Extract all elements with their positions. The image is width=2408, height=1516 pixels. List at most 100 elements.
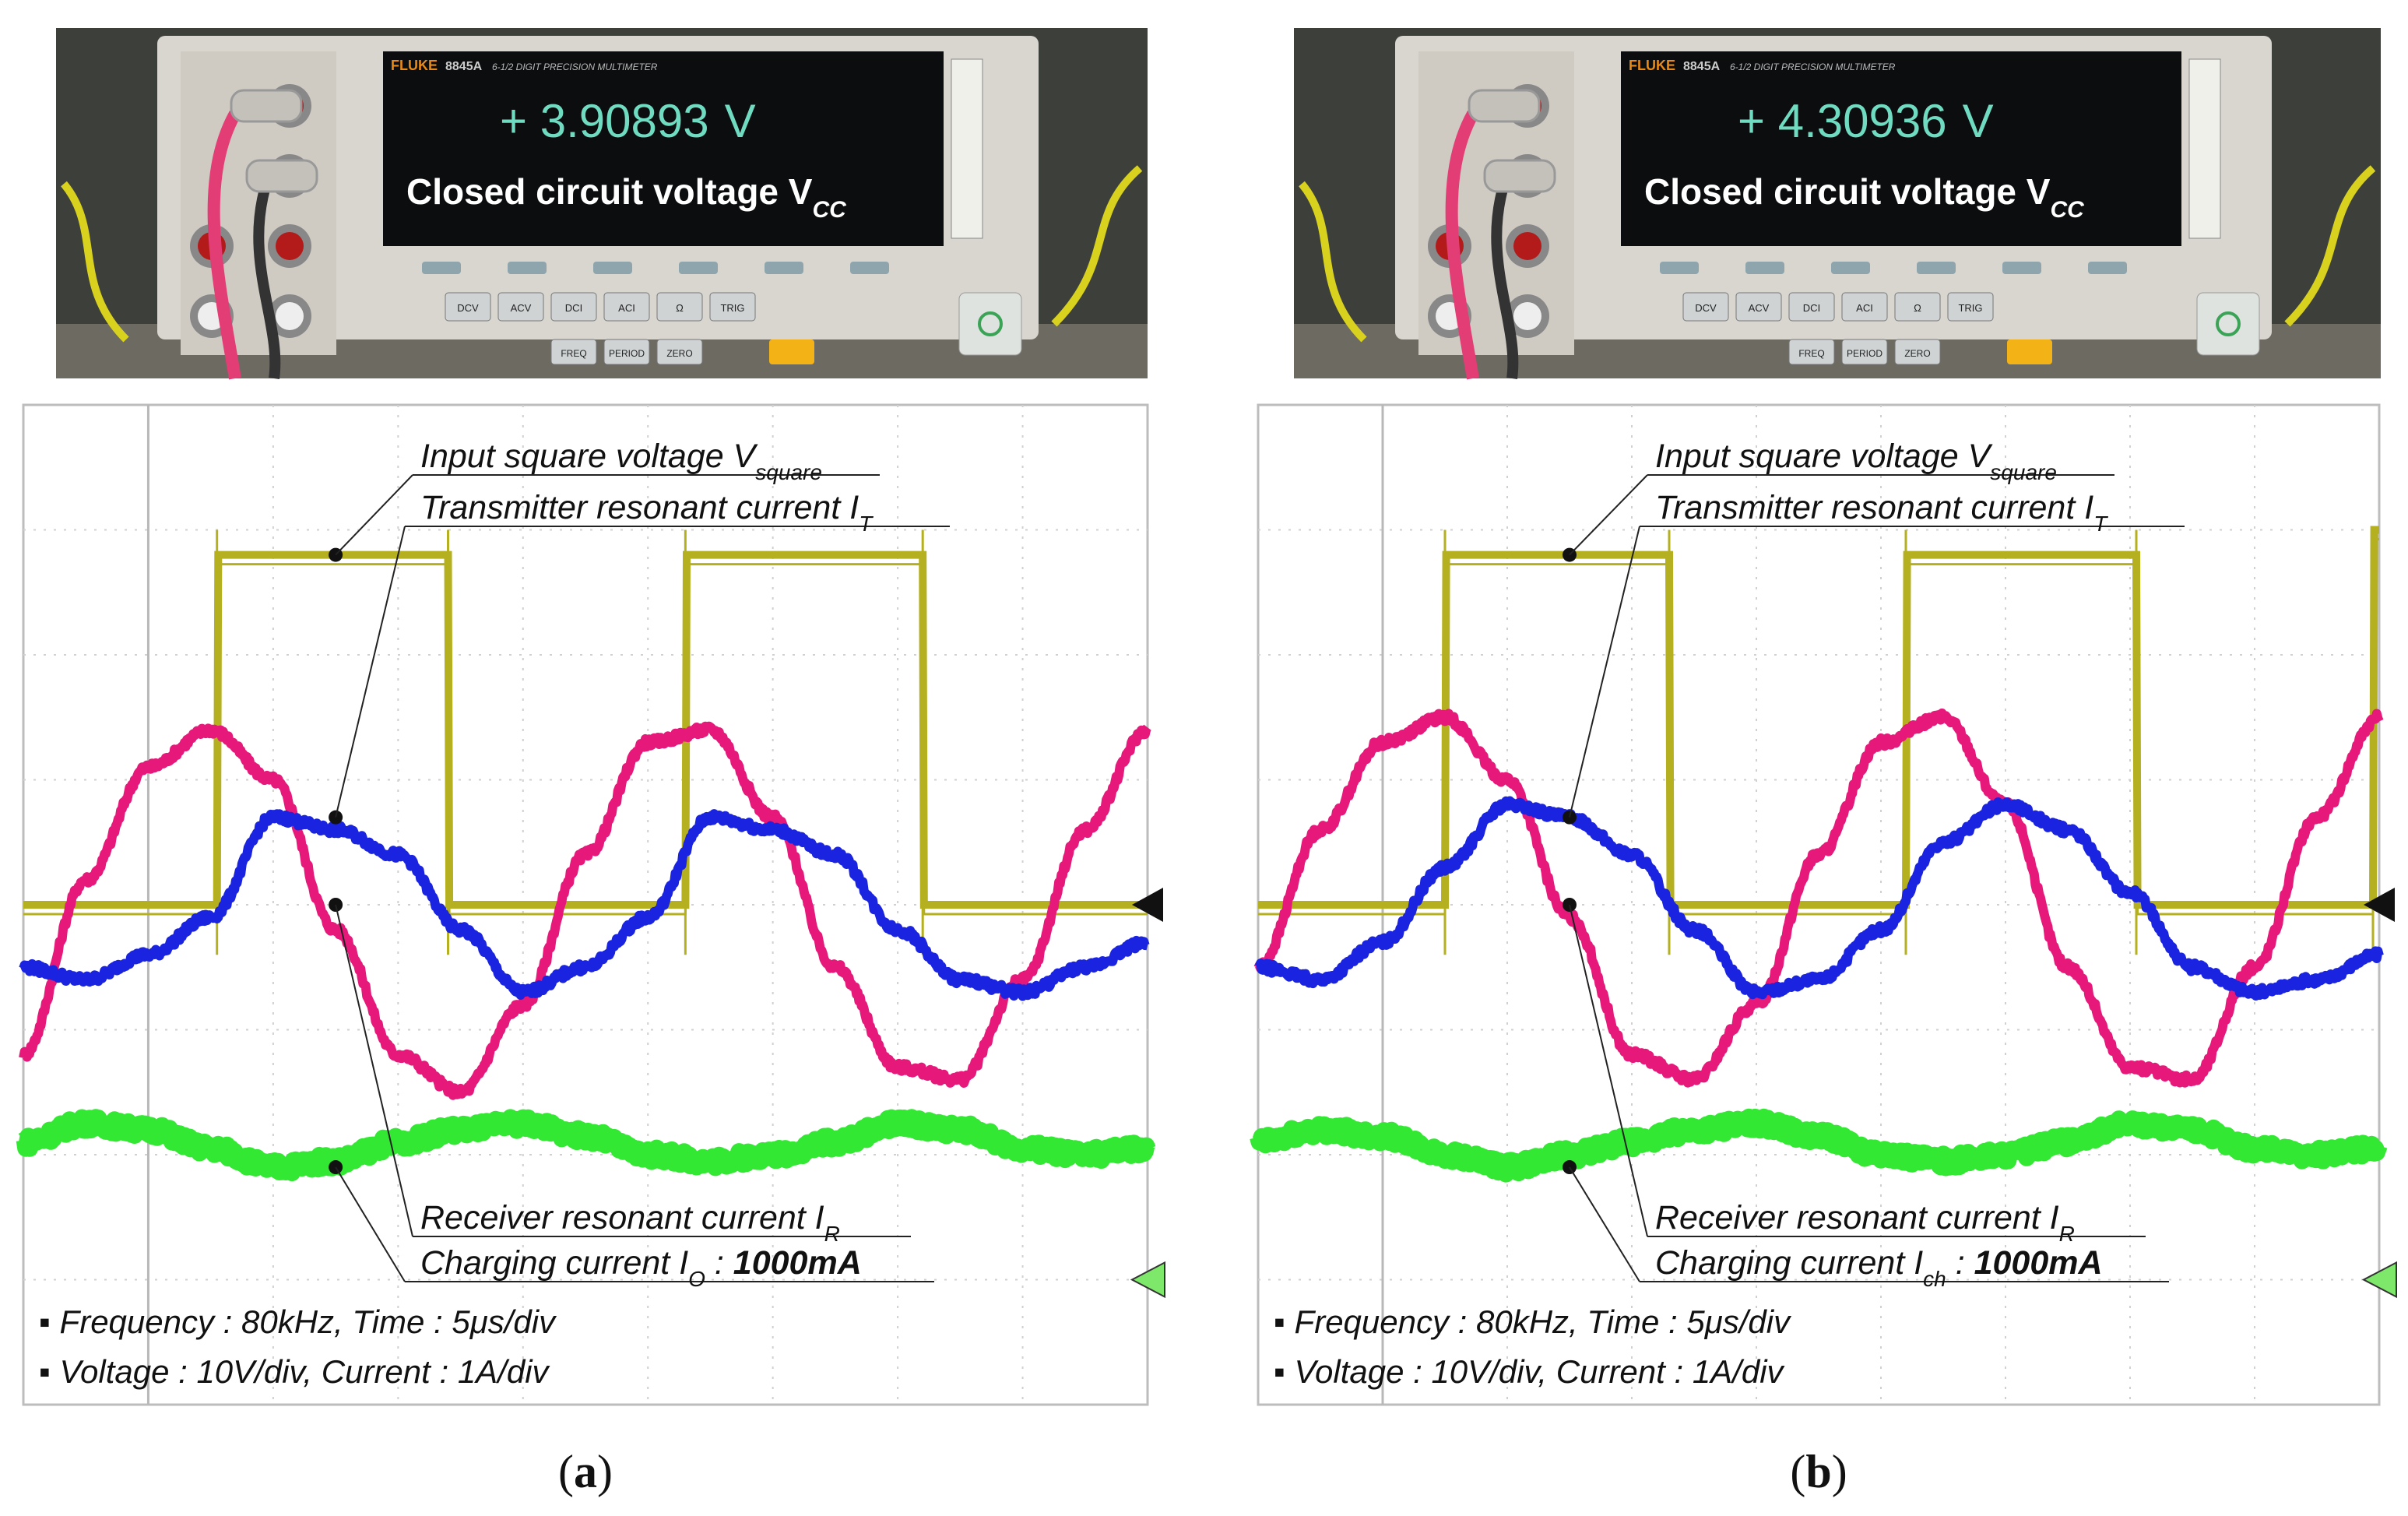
- leader-receiver: [1569, 904, 1648, 1237]
- ch4-level-marker: [2361, 1261, 2397, 1299]
- softkey-1: [1745, 262, 1784, 274]
- calibration-label: [951, 58, 983, 239]
- yellow-cable-right: [2284, 165, 2376, 327]
- leader-charging: [335, 1166, 406, 1282]
- red-test-lead: [207, 111, 241, 380]
- label-charging-current: Charging current Ich : 1000mA: [1655, 1244, 2103, 1291]
- leader-square: [1569, 474, 1648, 556]
- plot-note-1: ▪ Voltage : 10V/div, Current : 1A/div: [39, 1353, 551, 1390]
- meter-button-bottom-label-1: PERIOD: [1847, 348, 1882, 359]
- panel-a: FLUKE 8845A 6-1/2 DIGIT PRECISION MULTIMET…: [16, 28, 1165, 1497]
- softkey-2: [1831, 262, 1870, 274]
- trace-receiver-current: [1254, 796, 2384, 1001]
- softkey-3: [1917, 262, 1956, 274]
- meter-button-top-label-5: TRIG: [1958, 302, 1982, 314]
- meter-button-top-label-1: ACV: [511, 302, 532, 314]
- probe-plug-black: [245, 159, 318, 193]
- model-label: 8845A: [445, 60, 483, 73]
- meter-button-top-1: [1735, 292, 1782, 322]
- meter-button-bottom-2: [656, 339, 703, 365]
- yellow-cable: [1299, 181, 1367, 343]
- reading-sign: +: [1738, 95, 1778, 147]
- label-transmitter-current-sub: T: [859, 512, 874, 536]
- meter-reading: + 4.30936 V: [1738, 95, 1994, 147]
- model-description: 6-1/2 DIGIT PRECISION MULTIMETER: [1730, 62, 1896, 72]
- label-charging-current: Charging current IO : 1000mA: [420, 1244, 862, 1291]
- meter-button-top-label-3: ACI: [618, 302, 635, 314]
- meter-button-bottom-1: [603, 339, 650, 365]
- meter-reading: + 3.90893 V: [500, 95, 756, 147]
- label-transmitter-current: Transmitter resonant current IT: [1655, 489, 2108, 536]
- power-icon: [2216, 311, 2241, 336]
- reading-unit: V: [1963, 95, 1994, 147]
- probe-plug-black: [1483, 159, 1556, 193]
- caption-letter: a: [574, 1446, 597, 1497]
- label-receiver-current-sub: R: [2059, 1222, 2075, 1246]
- caption-open: (: [1790, 1446, 1805, 1497]
- label-receiver-current-sub: R: [824, 1222, 840, 1246]
- model-description: 6-1/2 DIGIT PRECISION MULTIMETER: [492, 62, 658, 72]
- meter-button-bottom-label-2: ZERO: [1904, 348, 1930, 359]
- yellow-cable-right: [1051, 165, 1143, 327]
- label-charging-current-sub: O: [688, 1267, 705, 1291]
- label-charging-current-value: 1000mA: [733, 1244, 862, 1282]
- trace-receiver-current: [19, 809, 1151, 1001]
- reading-sign: +: [500, 95, 540, 147]
- softkey-2: [593, 262, 632, 274]
- black-test-lead: [253, 181, 281, 379]
- meter-button-bottom-label-0: FREQ: [1798, 348, 1824, 359]
- model-label: 8845A: [1683, 60, 1721, 73]
- annotations: Input square voltage Vsquare Transmitter …: [1563, 438, 2185, 1291]
- ch4-level-marker: [1130, 1261, 1165, 1299]
- trace-transmitter-current: [19, 721, 1151, 1100]
- label-square-voltage: Input square voltage Vsquare: [1655, 438, 2057, 484]
- display-panel: [383, 51, 944, 246]
- meter-button-bottom-label-2: ZERO: [666, 348, 692, 359]
- meter-button-top-2: [550, 292, 597, 322]
- meter-button-top-label-4: Ω: [676, 302, 684, 314]
- panel-caption: (b): [1790, 1446, 1847, 1497]
- terminal-jack-core-2: [1513, 232, 1541, 260]
- meter-button-top-1: [497, 292, 544, 322]
- label-square-voltage-main: Input square voltage V: [420, 438, 759, 475]
- panel-b-svg: FLUKE 8845A 6-1/2 DIGIT PRECISION MULTIMET…: [1250, 28, 2397, 1497]
- reading-value: 3.90893: [540, 95, 709, 147]
- meter-button-top-3: [1841, 292, 1888, 322]
- meter-button-top-0: [445, 292, 491, 322]
- panel-b: FLUKE 8845A 6-1/2 DIGIT PRECISION MULTIMET…: [1204, 0, 2407, 1516]
- meter-button-top-4: [1894, 292, 1941, 322]
- label-transmitter-current-sub: T: [2093, 512, 2108, 536]
- caption-close: ): [1832, 1446, 1847, 1497]
- meter-button-bottom-label-0: FREQ: [561, 348, 586, 359]
- meter-button-bottom-0: [1788, 339, 1835, 365]
- caption-open: (: [558, 1446, 574, 1497]
- panel-caption: (a): [558, 1446, 613, 1497]
- label-square-voltage-sub: square: [1990, 460, 2057, 484]
- label-square-voltage-sub: square: [755, 460, 822, 484]
- leader-charging: [1569, 1166, 1640, 1282]
- meter-button-top-label-1: ACV: [1749, 302, 1770, 314]
- meter-button-bottom-1: [1841, 339, 1888, 365]
- terminal-jack-core-5: [1513, 302, 1541, 330]
- probe-plug-red: [1468, 89, 1541, 123]
- annotations: Input square voltage Vsquare Transmitter …: [329, 438, 950, 1291]
- terminal-jack-core-5: [276, 302, 304, 330]
- label-receiver-current: Receiver resonant current IR: [1655, 1199, 2075, 1246]
- label-charging-current-sep: :: [1946, 1244, 1974, 1282]
- closed-circuit-text: Closed circuit voltage V: [406, 171, 813, 212]
- meter-button-top-0: [1682, 292, 1729, 322]
- meter-button-bottom-2: [1894, 339, 1941, 365]
- meter-button-bottom-label-1: PERIOD: [609, 348, 645, 359]
- power-button: [958, 292, 1022, 356]
- meter-button-top-3: [603, 292, 650, 322]
- meter-button-top-label-4: Ω: [1914, 302, 1921, 314]
- softkey-4: [765, 262, 803, 274]
- meter-button-top-label-0: DCV: [457, 302, 479, 314]
- meter-button-top-label-3: ACI: [1856, 302, 1873, 314]
- plot-note-0: ▪ Frequency : 80kHz, Time : 5μs/div: [1274, 1303, 1792, 1340]
- trace-transmitter-current: [1253, 708, 2384, 1088]
- oscilloscope-plot: [1250, 403, 2397, 1406]
- label-charging-current-value: 1000mA: [1974, 1244, 2103, 1282]
- label-transmitter-current: Transmitter resonant current IT: [420, 489, 874, 536]
- label-charging-current-main: Charging current I: [1655, 1244, 1923, 1282]
